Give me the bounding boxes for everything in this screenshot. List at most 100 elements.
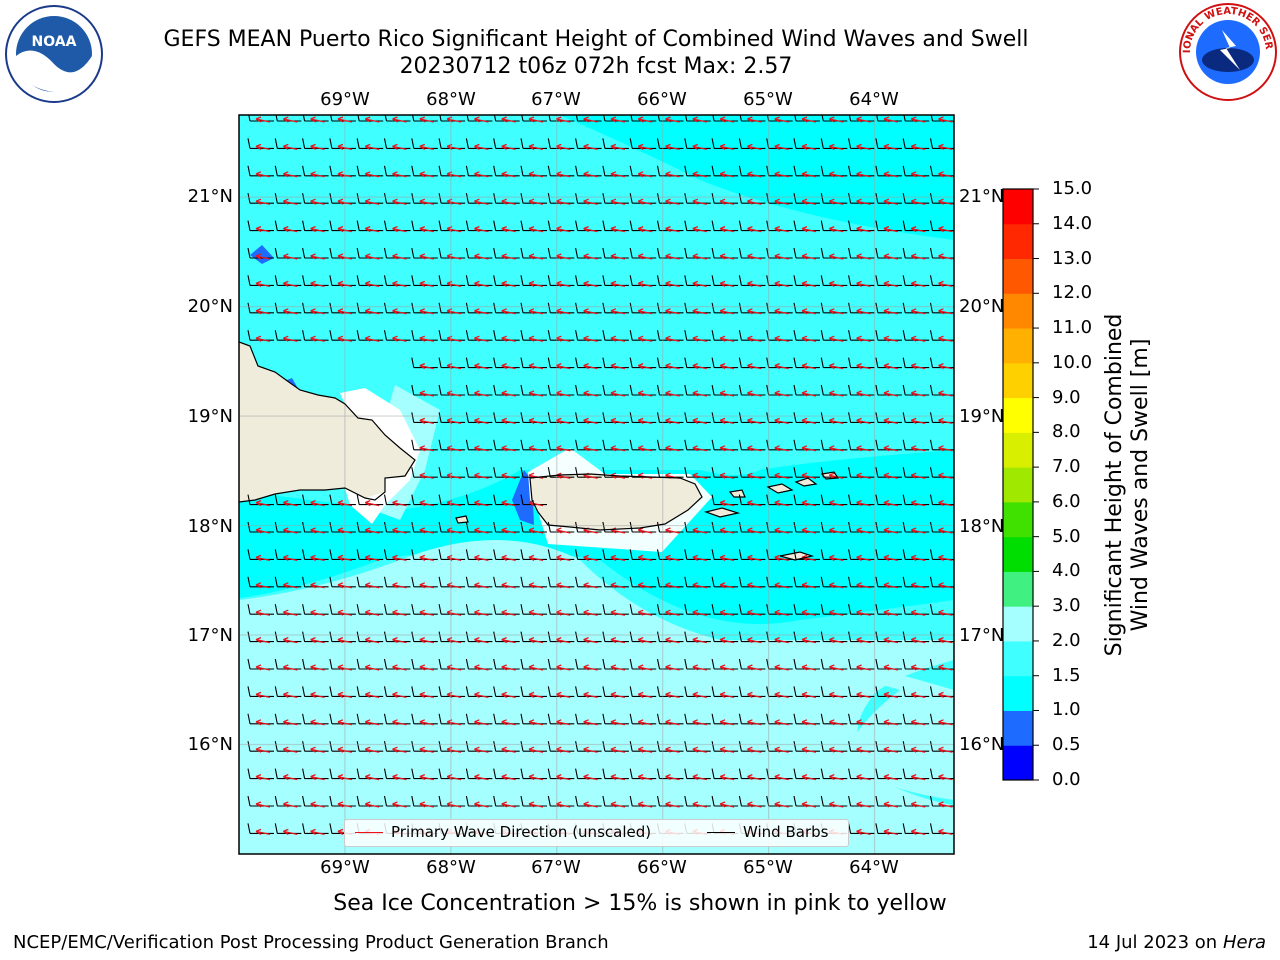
wind-barb <box>820 686 848 697</box>
colorbar-tick-label: 1.0 <box>1052 699 1081 721</box>
wave-direction-arrow <box>337 225 353 233</box>
wind-barb <box>602 658 629 670</box>
wave-direction-arrow <box>337 664 353 671</box>
wave-direction-arrow <box>528 225 544 233</box>
lat-label-right-17n: 17°N <box>959 625 1005 646</box>
wind-barb <box>575 115 602 122</box>
wave-direction-arrow <box>828 417 844 425</box>
wave-direction-arrow <box>938 609 953 616</box>
wave-direction-arrow <box>255 253 271 260</box>
wind-barb <box>684 658 711 670</box>
chart-title: GEFS MEAN Puerto Rico Significant Height… <box>163 27 1029 52</box>
legend-wave-direction: Primary Wave Direction (unscaled) <box>355 823 651 841</box>
wave-direction-arrow <box>555 417 571 425</box>
wind-barb <box>411 521 438 533</box>
wind-barb <box>438 713 466 725</box>
wave-direction-arrow <box>856 280 871 288</box>
wave-direction-arrow <box>610 636 626 644</box>
wave-direction-arrow <box>446 198 462 205</box>
wave-direction-arrow <box>282 636 298 644</box>
legend-wave-swatch <box>355 831 383 833</box>
wave-direction-arrow <box>419 280 434 288</box>
wind-barb <box>465 494 493 506</box>
wave-direction-arrow <box>555 362 571 370</box>
wind-barb <box>465 220 493 232</box>
wind-barb <box>903 115 930 122</box>
wave-direction-arrow <box>501 691 516 699</box>
wave-direction-arrow <box>446 116 462 123</box>
wave-direction-arrow <box>910 746 926 753</box>
wave-direction-arrow <box>446 664 462 671</box>
wave-direction-arrow <box>446 582 462 589</box>
colorbar-tick-label: 10.0 <box>1052 351 1093 373</box>
wind-barb <box>820 768 848 780</box>
wind-barb <box>738 686 766 697</box>
wave-direction-arrow <box>555 308 571 315</box>
wave-direction-arrow <box>719 801 735 808</box>
wind-barb <box>738 741 766 752</box>
colorbar-segment <box>1003 745 1033 781</box>
wave-direction-arrow <box>774 225 789 233</box>
wind-barb <box>929 686 954 697</box>
wind-barb <box>929 521 954 533</box>
wind-barb <box>547 576 575 588</box>
colorbar-segment <box>1003 293 1033 329</box>
wind-barb <box>629 521 657 533</box>
wave-direction-arrow <box>692 719 707 726</box>
wave-direction-arrow <box>665 609 680 616</box>
wave-direction-arrow <box>310 253 325 260</box>
wave-direction-arrow <box>801 417 817 425</box>
wave-direction-arrow <box>419 417 434 425</box>
wind-barb <box>738 467 766 478</box>
wave-direction-arrow <box>665 171 680 178</box>
wind-barb <box>383 795 411 807</box>
wave-direction-arrow <box>692 280 707 288</box>
wind-barb <box>766 302 793 314</box>
wind-barb <box>848 768 875 780</box>
wave-direction-arrow <box>610 746 626 753</box>
wave-direction-arrow <box>474 390 489 397</box>
wave-direction-arrow <box>665 362 680 370</box>
wind-barb <box>929 220 954 232</box>
wind-barb <box>848 412 875 423</box>
wave-direction-arrow <box>337 198 353 205</box>
wind-barb <box>929 193 954 204</box>
wave-direction-arrow <box>801 362 817 370</box>
wave-direction-arrow <box>883 582 899 589</box>
wind-barb <box>329 302 356 314</box>
wave-direction-arrow <box>856 171 871 178</box>
wind-barb <box>902 357 930 369</box>
wave-direction-arrow <box>774 664 789 671</box>
wave-direction-arrow <box>583 362 598 370</box>
wave-direction-arrow <box>446 636 462 644</box>
wave-direction-arrow <box>665 691 680 699</box>
wind-barb <box>520 713 547 725</box>
wind-barb <box>274 795 302 807</box>
wind-barb <box>438 275 466 286</box>
wind-barb <box>602 165 629 177</box>
wave-direction-arrow <box>446 171 462 178</box>
wind-barb <box>875 330 902 341</box>
wave-direction-arrow <box>446 362 462 370</box>
wind-barb <box>902 576 930 588</box>
wave-direction-arrow <box>364 171 380 178</box>
nws-logo: NATIONAL WEATHER SERVICE <box>1176 0 1277 101</box>
wave-direction-arrow <box>446 691 462 699</box>
wind-barb <box>383 631 411 643</box>
wind-barb <box>438 795 466 807</box>
wind-barb <box>793 631 820 643</box>
wave-direction-arrow <box>856 801 871 808</box>
wave-direction-arrow <box>446 773 462 781</box>
wave-direction-arrow <box>910 308 926 315</box>
wave-direction-arrow <box>938 362 953 370</box>
wave-direction-arrow <box>774 472 789 479</box>
wind-barb <box>766 275 793 286</box>
wind-barb <box>383 165 411 177</box>
wave-direction-arrow <box>801 472 817 479</box>
wave-direction-arrow <box>938 445 953 452</box>
lon-label-bottom-64w: 64°W <box>849 857 899 878</box>
lon-label-bottom-68w: 68°W <box>426 857 476 878</box>
wind-barb <box>684 220 711 232</box>
colorbar-tick-label: 5.0 <box>1052 525 1081 547</box>
wind-barb <box>356 494 384 506</box>
